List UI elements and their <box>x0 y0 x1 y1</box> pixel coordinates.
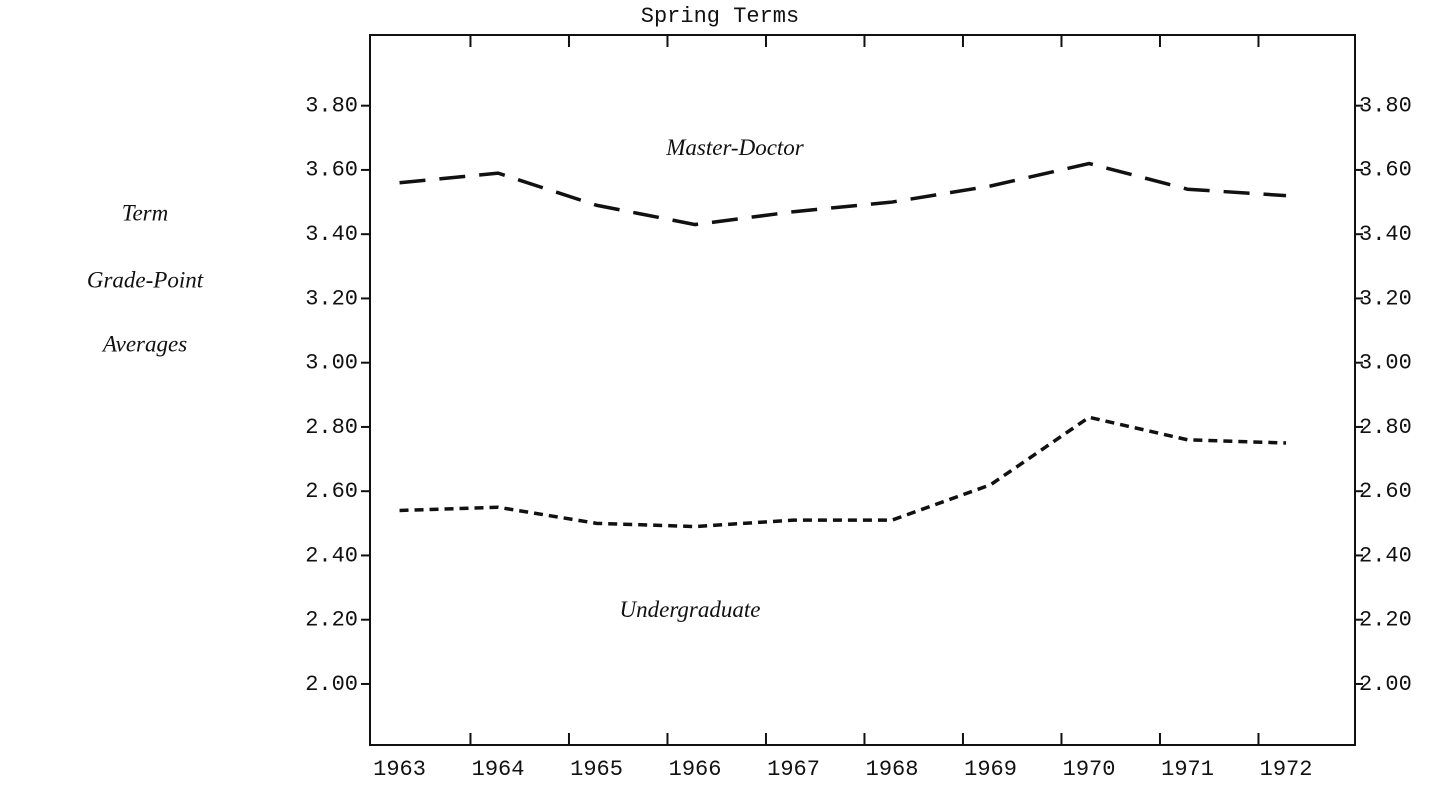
series-label: Master-Doctor <box>665 135 805 160</box>
y-axis-label: Grade-Point <box>87 267 204 292</box>
y2-tick-label: 3.80 <box>1359 93 1412 118</box>
y2-tick-label: 3.00 <box>1359 351 1412 376</box>
series-line <box>399 415 1287 529</box>
series-label: Undergraduate <box>620 597 761 622</box>
y-tick-label: 2.00 <box>305 672 358 697</box>
y2-tick-label: 2.60 <box>1359 479 1412 504</box>
x-tick-label: 1970 <box>1063 757 1116 782</box>
y2-tick-label: 3.40 <box>1359 222 1412 247</box>
series-line <box>399 161 1287 227</box>
y2-tick-label: 2.40 <box>1359 543 1412 568</box>
y2-tick-label: 2.00 <box>1359 672 1412 697</box>
y-tick-label: 3.60 <box>305 158 358 183</box>
y-tick-label: 3.40 <box>305 222 358 247</box>
x-tick-label: 1966 <box>669 757 722 782</box>
y-tick-label: 2.20 <box>305 608 358 633</box>
x-tick-label: 1967 <box>767 757 820 782</box>
y-tick-label: 2.80 <box>305 415 358 440</box>
x-tick-label: 1971 <box>1161 757 1214 782</box>
x-tick-label: 1969 <box>964 757 1017 782</box>
y-tick-label: 2.60 <box>305 479 358 504</box>
plot-frame <box>369 34 1356 746</box>
y-tick-label: 3.80 <box>305 93 358 118</box>
y-tick-label: 2.40 <box>305 543 358 568</box>
y-tick-label: 3.20 <box>305 286 358 311</box>
y2-tick-label: 2.20 <box>1359 608 1412 633</box>
y-tick-label: 3.00 <box>305 351 358 376</box>
x-tick-label: 1968 <box>866 757 919 782</box>
x-tick-label: 1963 <box>373 757 426 782</box>
y-axis-label: Averages <box>101 331 187 356</box>
chart-title: Spring Terms <box>641 4 799 29</box>
x-tick-label: 1964 <box>472 757 525 782</box>
y2-tick-label: 2.80 <box>1359 415 1412 440</box>
y2-tick-label: 3.60 <box>1359 158 1412 183</box>
y-axis-label: Term <box>122 200 168 225</box>
x-tick-label: 1972 <box>1260 757 1313 782</box>
y2-tick-label: 3.20 <box>1359 286 1412 311</box>
x-tick-label: 1965 <box>570 757 623 782</box>
